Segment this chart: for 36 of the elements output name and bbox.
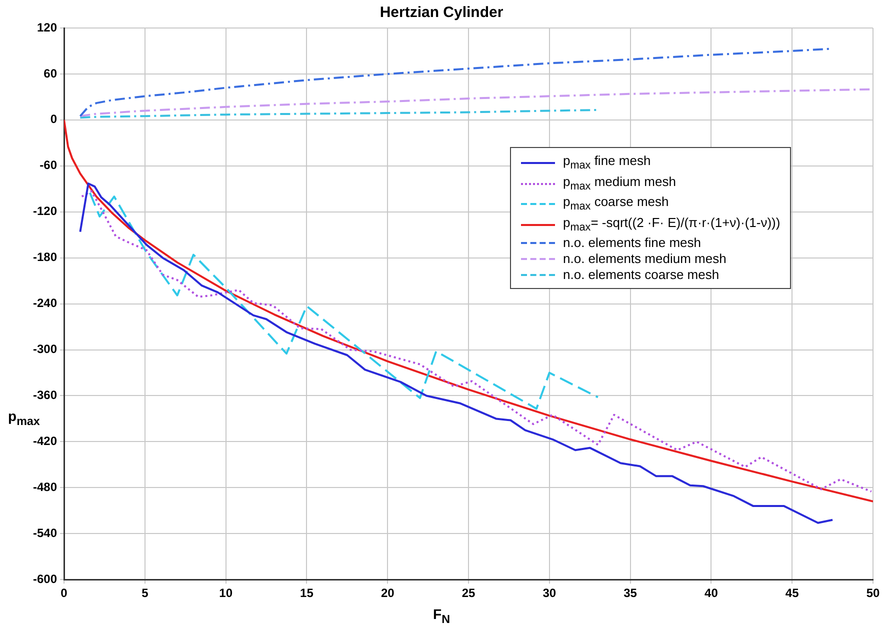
legend-label: p$_{max}$ medium mesh: [563, 174, 676, 194]
y-tick-label: -360: [32, 388, 58, 402]
x-tick-label: 10: [219, 586, 233, 600]
legend-label: p$_{max}$= -sqrt((2 ·F· E)/(π·r·(1+ν)·(1-ν))): [563, 214, 780, 236]
x-tick-label: 0: [60, 586, 68, 600]
y-axis-title: p$_{max}$: [8, 408, 40, 428]
y-tick-label: -120: [32, 204, 58, 218]
y-tick-label: 120: [36, 20, 58, 34]
y-tick-label: -540: [32, 526, 58, 540]
x-tick-label: 15: [300, 586, 314, 600]
legend-label: p$_{max}$ coarse mesh: [563, 194, 669, 215]
y-tick-label: -300: [32, 342, 58, 356]
x-tick-label: 35: [624, 586, 638, 600]
line-series: [80, 190, 872, 492]
y-tick-label: 60: [44, 66, 58, 80]
x-tick-label: 45: [785, 586, 800, 600]
x-tick-label: 20: [380, 586, 395, 600]
y-tick-label: -420: [32, 434, 58, 448]
legend-label: n.o. elements coarse mesh: [563, 267, 720, 284]
x-tick-label: 30: [542, 586, 556, 600]
x-axis-title: F$_{N}$: [432, 606, 451, 626]
y-tick-label: -240: [32, 296, 58, 310]
y-tick-label: -480: [32, 480, 58, 494]
y-tick-label: -60: [40, 158, 58, 172]
chart-title: Hertzian Cylinder: [378, 4, 504, 21]
legend-label: n.o. elements fine mesh: [563, 235, 702, 252]
y-tick-label: -180: [32, 250, 58, 264]
y-tick-label: -600: [32, 572, 58, 586]
x-tick-label: 50: [866, 586, 880, 600]
line-series: [79, 108, 599, 119]
x-tick-label: 5: [142, 586, 149, 600]
legend-label: p$_{max}$ fine mesh: [563, 153, 651, 174]
y-tick-label: 0: [50, 112, 58, 126]
legend-label: n.o. elements medium mesh: [563, 251, 726, 268]
x-tick-label: 40: [704, 586, 718, 600]
x-tick-label: 25: [462, 586, 476, 600]
